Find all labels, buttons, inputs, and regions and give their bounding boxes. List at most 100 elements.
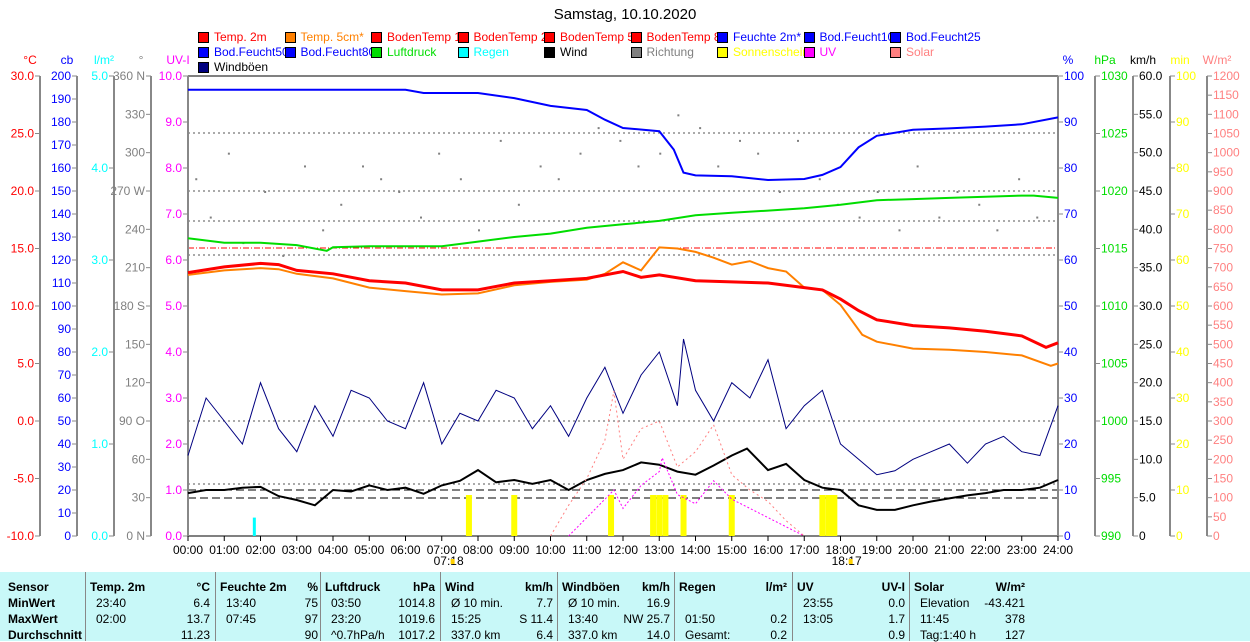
direction-point — [956, 191, 959, 193]
legend-swatch — [803, 31, 815, 43]
cell-time: 02:00 — [96, 612, 127, 626]
direction-point — [797, 139, 799, 142]
x-tick-label: 20:00 — [898, 543, 928, 557]
axis-tick-label: 350 — [1213, 395, 1233, 409]
sunshine-bar — [465, 495, 472, 536]
legend-swatch — [630, 31, 642, 43]
axis-tick-label: 100 — [1176, 69, 1196, 83]
axis-unit-label: UV-I — [166, 53, 189, 67]
legend-swatch — [371, 31, 382, 43]
cell-value: 97 — [304, 612, 318, 626]
axis-tick-label: 40 — [58, 437, 72, 451]
axis-tick-label: 990 — [1101, 529, 1121, 543]
axis-tick-label: 400 — [1213, 376, 1233, 390]
axis-tick-label: 50 — [1213, 510, 1227, 524]
x-tick-label: 06:00 — [390, 543, 420, 557]
column-unit: UV-I — [881, 580, 905, 594]
axis-tick-label: 60.0 — [1139, 69, 1163, 83]
series-wind — [187, 447, 1059, 511]
axis-tick-label: 60 — [58, 391, 72, 405]
axis-tick-label: 30 — [132, 491, 146, 505]
legend-label: BodenTemp 80 — [646, 30, 728, 44]
sunshine-bar — [650, 495, 657, 536]
axis-tick-label: 1050 — [1213, 127, 1240, 141]
series-windb-en — [187, 338, 1059, 476]
direction-point — [195, 178, 198, 181]
legend-swatch — [457, 31, 469, 43]
column-divider — [215, 572, 216, 641]
axis-tick-label: 1000 — [1213, 146, 1240, 160]
legend-item: Luftdruck — [371, 45, 436, 59]
x-tick-label: 16:00 — [753, 543, 783, 557]
column-unit: l/m² — [765, 580, 787, 594]
series-temp-2m — [187, 261, 1059, 350]
legend-swatch — [803, 46, 815, 58]
cell-value: 378 — [1004, 612, 1025, 626]
axis-tick-label: 250 — [1213, 433, 1233, 447]
axis-tick-label: 150 — [51, 184, 71, 198]
cell-time: 15:25 — [451, 612, 482, 626]
axis-tick-label: 40 — [1176, 345, 1190, 359]
axis-tick-label: 7.0 — [165, 207, 182, 221]
axis-unit-label: W/m² — [1203, 53, 1232, 67]
column-unit: km/h — [524, 580, 553, 594]
legend-label: Temp. 2m — [214, 30, 267, 44]
legend-item: UV — [803, 45, 836, 59]
cell-value: -43.421 — [984, 596, 1025, 610]
column-divider — [909, 572, 910, 641]
cell-value: 16.9 — [646, 596, 670, 610]
legend-item: Bod.Feucht50 — [198, 45, 289, 59]
axis-tick-label: 0 — [1213, 529, 1220, 543]
legend-item: Bod.Feucht10 — [803, 30, 894, 44]
axis-tick-label: 5.0 — [17, 357, 34, 371]
direction-point — [557, 178, 560, 181]
cell-value: 0.9 — [888, 628, 905, 642]
cell-time: 23:20 — [331, 612, 362, 626]
cell-time: Gesamt: — [685, 628, 731, 642]
legend-label: BodenTemp 10 — [387, 30, 468, 44]
direction-point — [757, 152, 760, 155]
cell-time: Ø 10 min. — [451, 596, 504, 610]
axis-tick-label: 600 — [1213, 299, 1233, 313]
legend-item: Bod.Feucht80 — [284, 45, 376, 59]
x-tick-label: 09:00 — [499, 543, 529, 557]
sunrise-label: 07:18 — [434, 554, 464, 568]
weather-chart: °C 30.0 25.0 20.0 15.0 10.0 5.0 0.0 -5.0 -10.0 cb 2… — [7, 53, 1240, 568]
axis-tick-label: 60 — [132, 452, 146, 466]
axis-tick-label: 60 — [1176, 253, 1190, 267]
direction-point — [227, 152, 230, 155]
cell-value: 1019.6 — [398, 612, 435, 626]
column-divider — [440, 572, 441, 641]
cell-value: 0.2 — [770, 628, 787, 642]
legend-swatch — [890, 31, 901, 43]
axis-tick-label: 5.0 — [165, 299, 182, 313]
legend-swatch — [371, 46, 382, 58]
direction-point — [898, 229, 901, 232]
legend-label: Bod.Feucht80 — [300, 45, 376, 59]
x-tick-label: 01:00 — [209, 543, 239, 557]
axis-tick-label: 150 — [125, 337, 145, 351]
x-tick-label: 17:00 — [789, 543, 819, 557]
axis-tick-label: 15.0 — [11, 242, 35, 256]
axis-tick-label: 70 — [1176, 207, 1190, 221]
cell-value: 127 — [1004, 628, 1025, 642]
sunset-marker — [848, 559, 853, 564]
axis-tick-label: 995 — [1101, 472, 1121, 486]
row-label: MaxWert — [8, 612, 58, 626]
column-divider — [674, 572, 675, 641]
axis-tick-label: 90 — [58, 322, 72, 336]
x-tick-label: 12:00 — [608, 543, 638, 557]
axis-tick-label: 950 — [1213, 165, 1233, 179]
axis-tick-label: 20 — [58, 483, 72, 497]
axis-tick-label: 300 — [1213, 414, 1233, 428]
legend-swatch — [457, 46, 469, 58]
direction-point — [677, 114, 680, 117]
cell-time: 337.0 km — [451, 628, 501, 642]
axis-tick-label: 30.0 — [11, 69, 35, 83]
x-tick-label: 04:00 — [318, 543, 348, 557]
axis-tick-label: 10 — [1064, 483, 1078, 497]
column-header: Wind — [445, 580, 475, 594]
cell-value: 75 — [304, 596, 318, 610]
direction-point — [1036, 216, 1039, 219]
sunshine-bar — [662, 495, 669, 536]
